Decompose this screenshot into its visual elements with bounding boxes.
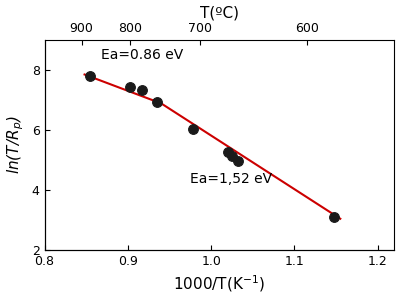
Text: Ea=0.86 eV: Ea=0.86 eV: [101, 48, 184, 62]
Y-axis label: $ln$(T/R$_{p}$): $ln$(T/R$_{p}$): [6, 116, 26, 174]
X-axis label: T(ºC): T(ºC): [200, 6, 239, 21]
X-axis label: 1000/T(K$^{-1}$): 1000/T(K$^{-1}$): [174, 274, 266, 294]
Text: Ea=1,52 eV: Ea=1,52 eV: [190, 172, 272, 186]
